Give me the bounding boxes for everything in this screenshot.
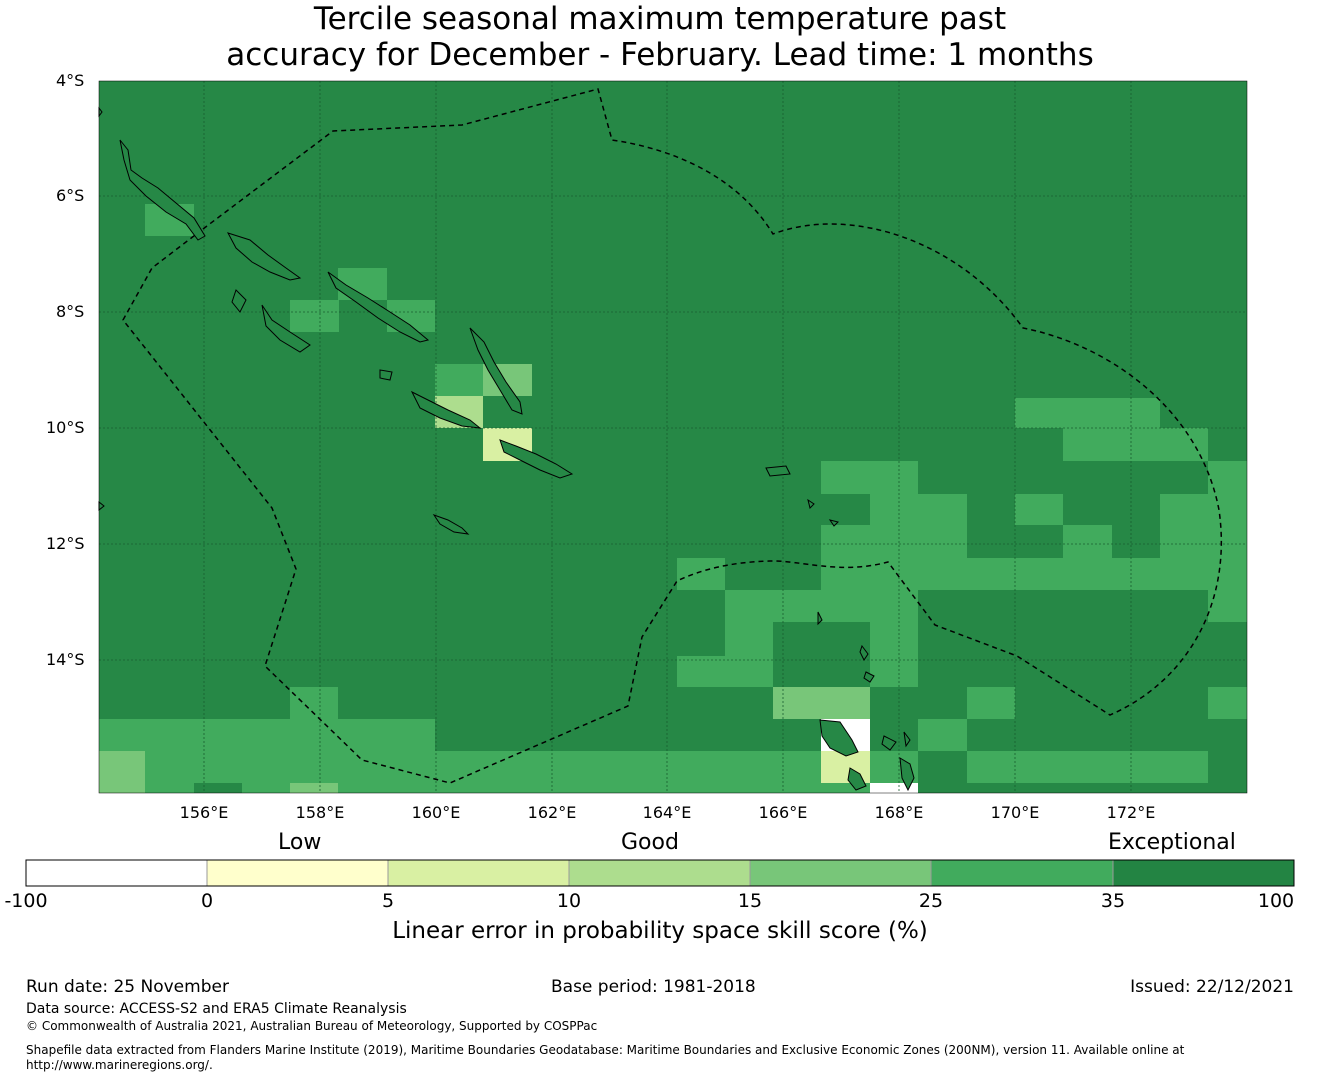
colorbar-tick-100: 100	[1257, 890, 1295, 912]
eez-boundary-solomon	[122, 88, 1223, 784]
run-date: Run date: 25 November	[26, 977, 229, 997]
lat-label-12s: 12°S	[46, 534, 85, 553]
map-frame	[98, 80, 1248, 794]
lat-label-6s: 6°S	[56, 186, 85, 205]
colorbar-segment-25-35	[930, 859, 1114, 887]
colorbar-segment-35-100	[1112, 859, 1295, 887]
skill-cell-negative-b	[870, 783, 918, 793]
skill-cells-35-100	[194, 719, 1247, 793]
lon-label-156e: 156°E	[179, 803, 229, 822]
title-line-1: Tercile seasonal maximum temperature pas…	[313, 1, 1007, 37]
colorbar-frame	[25, 859, 1295, 887]
skill-cells-25-35	[99, 204, 1247, 793]
lon-label-162e: 162°E	[527, 803, 577, 822]
colorbar-title: Linear error in probability space skill …	[392, 918, 928, 944]
colorbar-segment-5-10	[387, 859, 570, 887]
colorbar	[25, 859, 1295, 887]
lat-label-4s: 4°S	[56, 71, 85, 90]
base-period: Base period: 1981-2018	[551, 977, 756, 997]
colorbar-segment-10-15	[568, 859, 751, 887]
colorbar-segment-minus100-0	[25, 859, 208, 887]
lon-label-168e: 168°E	[874, 803, 924, 822]
colorbar-segment-0-5	[206, 859, 389, 887]
skill-cells-15-25	[99, 364, 870, 793]
lon-label-172e: 172°E	[1106, 803, 1156, 822]
lat-label-14s: 14°S	[46, 650, 85, 669]
lat-label-8s: 8°S	[56, 302, 85, 321]
lon-label-164e: 164°E	[642, 803, 692, 822]
colorbar-tick-15: 15	[737, 890, 763, 912]
colorbar-tick-5: 5	[381, 890, 395, 912]
copyright: © Commonwealth of Australia 2021, Austra…	[26, 1019, 598, 1033]
data-source: Data source: ACCESS-S2 and ERA5 Climate …	[26, 1001, 407, 1017]
colorbar-tick-minus100: -100	[4, 890, 48, 912]
colorbar-tick-25: 25	[918, 890, 944, 912]
title-line-2: accuracy for December - February. Lead t…	[226, 37, 1094, 73]
category-low: Low	[278, 830, 322, 855]
lon-label-158e: 158°E	[295, 803, 345, 822]
category-good: Good	[621, 830, 679, 855]
map-background	[99, 81, 1247, 793]
map-gridlines	[99, 81, 1247, 793]
colorbar-tick-0: 0	[200, 890, 214, 912]
colorbar-segment-15-25	[749, 859, 932, 887]
lat-label-10s: 10°S	[46, 418, 85, 437]
shapefile-credit-line-2: http://www.marineregions.org/.	[26, 1058, 213, 1072]
shapefile-credit-line-1: Shapefile data extracted from Flanders M…	[26, 1043, 1185, 1057]
colorbar-tick-35: 35	[1100, 890, 1126, 912]
category-exceptional: Exceptional	[1108, 830, 1236, 855]
issued-date: Issued: 22/12/2021	[1130, 977, 1294, 997]
colorbar-tick-10: 10	[556, 890, 582, 912]
lon-label-170e: 170°E	[990, 803, 1040, 822]
island-outlines	[98, 106, 915, 792]
lon-label-160e: 160°E	[411, 803, 461, 822]
lon-label-166e: 166°E	[758, 803, 808, 822]
